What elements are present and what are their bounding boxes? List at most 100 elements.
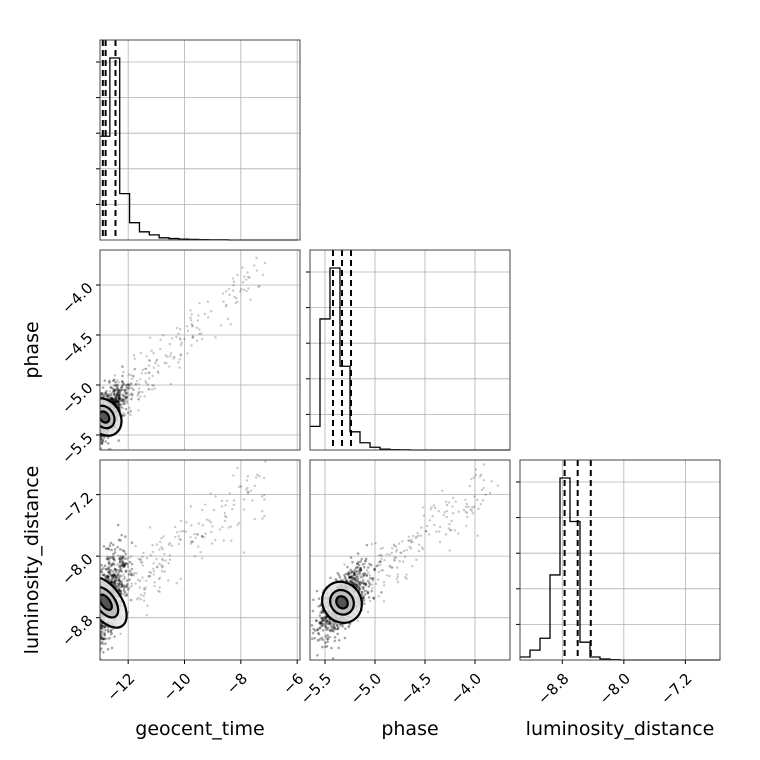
scatter-point xyxy=(226,317,230,321)
scatter-point xyxy=(368,599,372,603)
scatter-point xyxy=(90,646,93,649)
scatter-point xyxy=(315,619,318,623)
scatter-point xyxy=(437,509,440,513)
scatter-point xyxy=(352,582,355,585)
scatter-point xyxy=(100,640,104,644)
scatter-point xyxy=(91,462,94,465)
scatter-point xyxy=(96,584,99,587)
scatter-point xyxy=(248,276,251,279)
scatter-point xyxy=(354,576,358,580)
scatter-point xyxy=(130,567,134,571)
scatter-point xyxy=(320,620,324,623)
scatter-point xyxy=(121,374,124,378)
scatter-point xyxy=(159,347,162,351)
scatter-point xyxy=(206,300,210,303)
scatter-point xyxy=(116,573,120,576)
scatter-point xyxy=(148,371,151,374)
scatter-point xyxy=(94,413,97,416)
scatter-point xyxy=(104,391,107,395)
scatter-point xyxy=(164,354,167,357)
scatter-point xyxy=(115,395,118,399)
scatter-point xyxy=(109,574,113,577)
scatter-point xyxy=(319,611,323,614)
scatter-point xyxy=(122,588,125,591)
scatter-point xyxy=(341,625,345,628)
scatter-point xyxy=(225,303,228,307)
scatter-point xyxy=(105,568,108,571)
scatter-points xyxy=(88,256,267,465)
scatter-point xyxy=(330,622,333,626)
scatter-point xyxy=(104,637,107,641)
scatter-point xyxy=(164,559,167,562)
scatter-point xyxy=(120,386,123,390)
scatter-point xyxy=(89,632,92,635)
scatter-point xyxy=(234,301,237,305)
scatter-point xyxy=(155,359,158,362)
scatter-point xyxy=(101,642,104,645)
scatter-point xyxy=(122,388,126,392)
scatter-point xyxy=(368,583,372,586)
scatter-point xyxy=(116,399,120,403)
scatter-point xyxy=(93,435,96,438)
scatter-geocent_time-phase xyxy=(88,249,301,465)
scatter-point xyxy=(415,535,418,538)
scatter-point xyxy=(366,566,370,569)
contour-inner xyxy=(335,595,349,610)
scatter-point xyxy=(94,421,97,424)
scatter-point xyxy=(179,538,183,541)
scatter-point xyxy=(107,562,111,565)
scatter-point xyxy=(111,555,115,559)
scatter-point xyxy=(145,381,148,385)
scatter-point xyxy=(185,521,188,524)
scatter-point xyxy=(324,616,327,619)
scatter-point xyxy=(128,586,131,589)
scatter-point xyxy=(134,544,137,548)
scatter-point xyxy=(95,636,98,639)
scatter-point xyxy=(92,594,95,597)
scatter-point xyxy=(249,298,252,301)
scatter-point xyxy=(310,624,314,627)
scatter-point xyxy=(96,620,99,623)
scatter-point xyxy=(357,587,361,591)
scatter-point xyxy=(123,591,127,594)
scatter-point xyxy=(111,387,115,391)
scatter-point xyxy=(96,597,99,600)
scatter-point xyxy=(245,488,248,491)
scatter-point xyxy=(88,450,91,453)
scatter-point xyxy=(371,579,374,582)
scatter-point xyxy=(312,627,315,631)
scatter-point xyxy=(96,431,99,434)
scatter-point xyxy=(359,567,362,571)
scatter-point xyxy=(125,396,129,400)
scatter-point xyxy=(93,638,96,641)
scatter-point xyxy=(408,545,411,549)
scatter-point xyxy=(94,401,97,404)
scatter-point xyxy=(89,633,92,636)
scatter-point xyxy=(441,489,444,492)
y-axis-label: luminosity_distance xyxy=(21,466,43,655)
scatter-point xyxy=(196,533,200,536)
scatter-point xyxy=(181,529,185,533)
scatter-point xyxy=(355,566,358,570)
scatter-point xyxy=(332,630,335,633)
scatter-point xyxy=(362,595,365,598)
scatter-point xyxy=(448,522,451,526)
scatter-point xyxy=(363,593,367,596)
scatter-point xyxy=(100,625,103,628)
scatter-point xyxy=(354,570,358,574)
scatter-point xyxy=(450,519,453,523)
scatter-point xyxy=(158,576,162,579)
scatter-point xyxy=(96,422,99,425)
scatter-point xyxy=(113,394,117,397)
scatter-point xyxy=(318,626,322,630)
scatter-point xyxy=(115,385,119,389)
scatter-point xyxy=(115,393,119,396)
scatter-point xyxy=(96,419,99,422)
scatter-point xyxy=(112,398,115,402)
histogram-steps xyxy=(100,57,298,241)
scatter-point xyxy=(392,543,396,546)
scatter-point xyxy=(106,555,109,559)
scatter-point xyxy=(109,630,113,633)
scatter-point xyxy=(179,530,182,533)
